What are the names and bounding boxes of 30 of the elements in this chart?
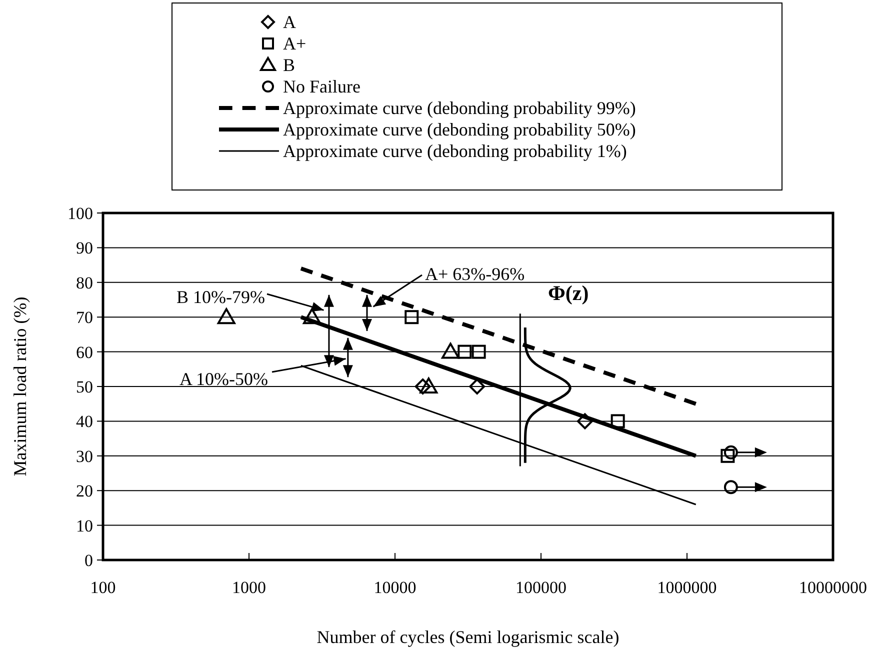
annotation: A+ 63%-96% (425, 264, 525, 284)
annotation: Φ(z) (548, 281, 589, 305)
annotation: A 10%-50% (180, 369, 268, 389)
legend-label: Approximate curve (debonding probability 1%) (283, 141, 627, 161)
x-tick-label: 1000 (232, 578, 266, 597)
legend-label: No Failure (283, 76, 360, 96)
legend-label: B (283, 55, 296, 75)
legend-label: A (283, 12, 296, 32)
x-tick-label: 1000000 (657, 578, 717, 597)
x-axis-title: Number of cycles (Semi logarismic scale) (316, 627, 620, 647)
y-tick-label: 100 (68, 204, 93, 223)
y-tick-label: 0 (84, 551, 93, 570)
y-tick-label: 50 (76, 378, 93, 396)
legend-label: Approximate curve (debonding probability 50%) (283, 120, 636, 140)
y-tick-label: 20 (76, 482, 93, 501)
legend-label: Approximate curve (debonding probability 99%) (283, 98, 636, 118)
y-tick-label: 40 (76, 412, 93, 432)
x-tick-label: 100 (90, 578, 116, 597)
y-tick-label: 70 (76, 308, 93, 328)
x-tick-label: 100000 (516, 578, 566, 597)
legend-label: A+ (283, 34, 306, 54)
annotation: B 10%-79% (176, 287, 265, 307)
x-tick-label: 10000 (374, 578, 416, 597)
y-tick-label: 10 (76, 516, 93, 536)
y-tick-label: 80 (76, 273, 93, 292)
y-tick-label: 90 (76, 238, 93, 258)
x-tick-label: 10000000 (799, 578, 867, 597)
y-tick-label: 30 (76, 446, 93, 466)
y-axis-title: Maximum load ratio (%) (10, 296, 30, 476)
y-tick-label: 60 (76, 342, 93, 362)
